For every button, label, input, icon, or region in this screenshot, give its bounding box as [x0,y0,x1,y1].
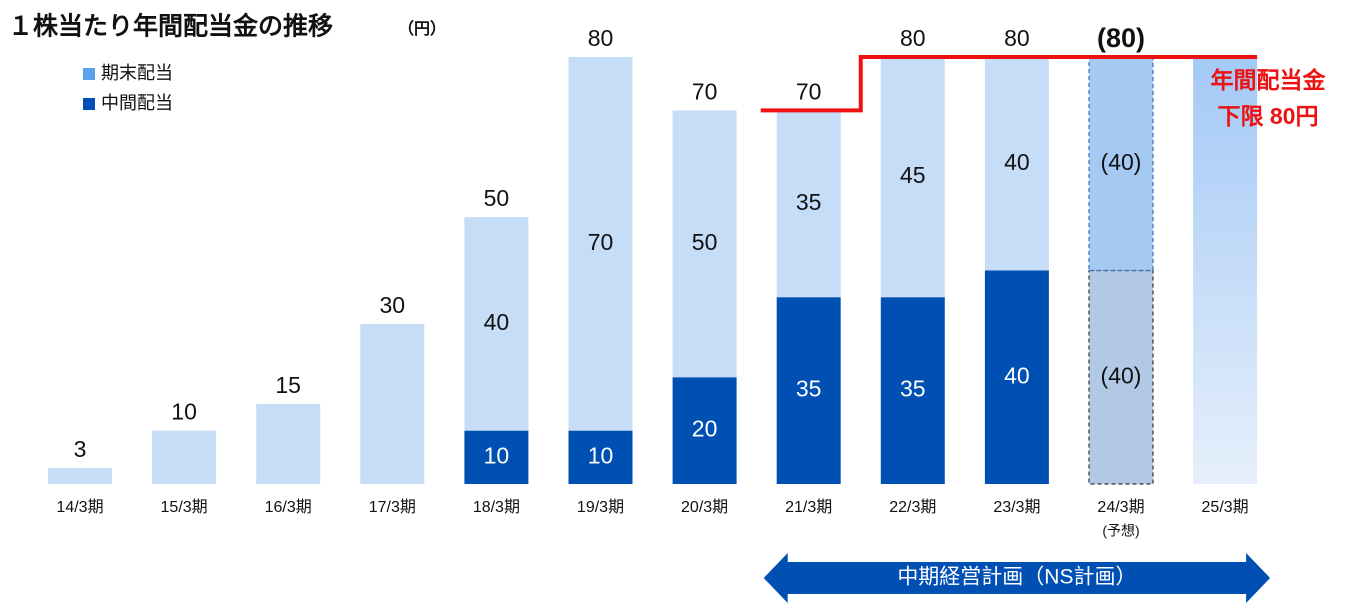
chart-title: １株当たり年間配当金の推移 [8,12,333,41]
floor-label: 年間配当金 [1211,67,1327,93]
total-label: 70 [692,78,718,104]
category-note: (予想) [1102,523,1139,539]
bar-segment [776,297,841,484]
x-tick-label: 18/3期 [473,498,520,516]
bar-segment [880,57,945,298]
x-tick-label: 19/3期 [577,498,624,516]
value-label: 35 [796,376,822,402]
legend-swatch [83,68,95,80]
floor-line [760,55,1258,113]
x-tick-label: 22/3期 [889,498,936,516]
total-label: 10 [171,399,197,425]
x-tick-label: 15/3期 [161,498,208,516]
bar-segment [672,110,737,378]
x-tick-label: 20/3期 [681,498,728,516]
value-label: 35 [900,376,926,402]
unit-label: （円） [398,20,446,38]
x-tick-label: 17/3期 [369,498,416,516]
bar-segment [360,323,425,484]
legend-label: 期末配当 [101,63,173,83]
bar-segment [1088,269,1154,485]
total-label: 80 [1004,25,1030,51]
total-label: (80) [1097,23,1145,53]
value-label: (40) [1101,362,1142,388]
value-label: 70 [588,229,614,255]
bar-segment [776,110,841,298]
value-label: 10 [484,442,510,468]
value-label: 40 [484,309,510,335]
bar-segment [48,467,112,484]
bar-segment [256,403,321,484]
total-label: 3 [74,436,87,462]
bar-segment [672,377,737,484]
total-label: 30 [380,292,406,318]
total-label: 70 [796,78,822,104]
x-tick-label: 25/3期 [1202,498,1249,516]
x-tick-label: 14/3期 [56,498,103,516]
legend-swatch [83,98,95,110]
total-label: 50 [484,185,510,211]
floor-label: 下限 80円 [1218,103,1319,129]
x-tick-label: 24/3期 [1097,498,1144,516]
value-label: 20 [692,416,718,442]
bar-segment [568,57,633,431]
legend-label: 中間配当 [101,93,173,113]
value-label: (40) [1101,149,1142,175]
total-label: 80 [588,25,614,51]
total-label: 80 [900,25,926,51]
x-tick-label: 21/3期 [785,498,832,516]
value-label: 50 [692,229,718,255]
x-tick-label: 16/3期 [265,498,312,516]
bar-segment [464,430,529,484]
bar-segment [152,430,217,484]
value-label: 35 [796,189,822,215]
value-label: 10 [588,442,614,468]
value-label: 45 [900,162,926,188]
total-label: 15 [275,372,301,398]
plan-arrow [763,553,1271,603]
bar-segment [984,270,1049,484]
bar-segment [880,297,945,484]
value-label: 40 [1004,149,1030,175]
x-tick-label: 23/3期 [993,498,1040,516]
bar-segment [568,430,633,484]
bar-segment [984,57,1049,271]
future-bar [1193,57,1258,484]
bar-segment [1088,56,1154,272]
value-label: 40 [1004,362,1030,388]
plan-label: 中期経営計画（NS計画） [897,566,1136,589]
bar-segment [464,217,529,431]
